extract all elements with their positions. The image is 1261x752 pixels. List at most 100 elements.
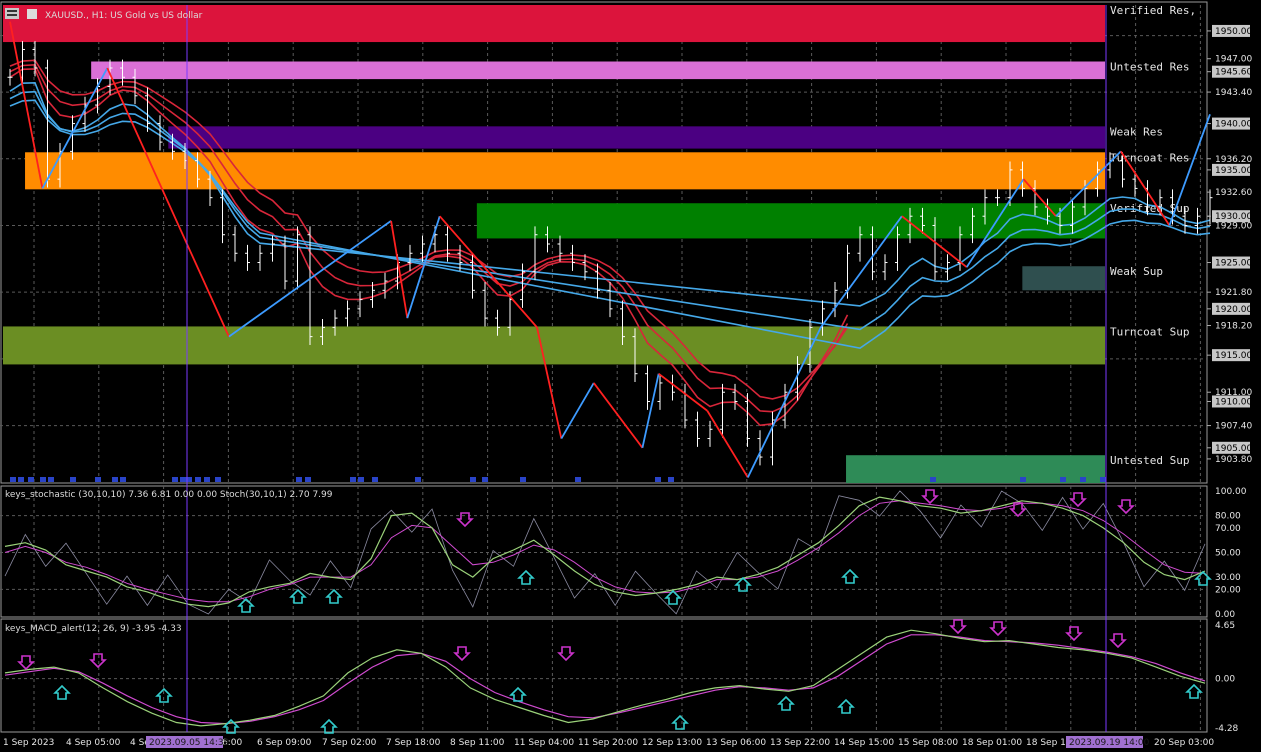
arrow-down-icon bbox=[89, 653, 107, 669]
signal-marker bbox=[415, 477, 421, 482]
zigzag-segment bbox=[641, 373, 660, 448]
signal-marker bbox=[195, 477, 201, 482]
panel-border bbox=[0, 618, 1208, 733]
stochastic-panel bbox=[4, 489, 1212, 615]
arrow-up-icon bbox=[509, 686, 527, 702]
axis-price-label: 1930.00 bbox=[1215, 212, 1252, 222]
time-axis-label: 18 Sep 17 bbox=[1026, 738, 1072, 748]
vertical-separators bbox=[186, 5, 1107, 732]
axis-macd-label: -4.28 bbox=[1215, 724, 1239, 734]
arrow-down-icon bbox=[456, 512, 474, 528]
axis-price-highlight bbox=[1212, 441, 1250, 454]
moving-average-line bbox=[9, 63, 849, 413]
zigzag-segment bbox=[1120, 150, 1171, 226]
signal-marker bbox=[28, 477, 34, 482]
signal-marker bbox=[358, 477, 364, 482]
arrow-down-icon bbox=[453, 646, 471, 662]
axis-price-highlight bbox=[1212, 65, 1250, 78]
signal-marker bbox=[18, 477, 24, 482]
axis-stoch-label: 20.00 bbox=[1215, 585, 1241, 595]
axis-macd-label: 0.00 bbox=[1215, 675, 1235, 685]
signal-marker bbox=[930, 477, 936, 482]
signal-marker bbox=[1060, 477, 1066, 482]
time-highlight-label: 2023.09.05 14:32 bbox=[149, 738, 229, 748]
signal-marker bbox=[575, 477, 581, 482]
axis-price-label: 1940.00 bbox=[1215, 120, 1252, 130]
axis-price-label: 1950.00 bbox=[1215, 27, 1252, 37]
chart-type-icon[interactable] bbox=[27, 9, 37, 19]
menu-icon-line bbox=[7, 10, 17, 12]
time-axis-label: 13 Sep 06:00 bbox=[706, 738, 766, 748]
stochastic-title: keys_stochastic (30,10,10) 7.36 6.81 0.0… bbox=[5, 490, 333, 500]
axis-price-highlight bbox=[1212, 210, 1250, 223]
axis-price-label: 1921.80 bbox=[1215, 288, 1252, 298]
signal-marker bbox=[48, 477, 54, 482]
zone-weak-res bbox=[168, 126, 1106, 149]
signal-marker bbox=[350, 477, 356, 482]
signal-marker bbox=[1020, 477, 1026, 482]
time-axis-label: 18 Sep 01:00 bbox=[962, 738, 1022, 748]
signal-marker bbox=[204, 477, 210, 482]
zigzag-segment bbox=[1055, 150, 1122, 217]
time-axis-label: 15 Sep 08:00 bbox=[898, 738, 958, 748]
axis-price-label: 1945.60 bbox=[1215, 68, 1252, 78]
macd-panel bbox=[4, 619, 1206, 734]
stoch-main-line bbox=[4, 496, 1206, 608]
zone-verified-sup bbox=[476, 203, 1105, 239]
chart-header: XAUUSD., H1: US Gold vs US dollar bbox=[5, 8, 203, 21]
time-highlight-label: 2023.09.19 14:00 bbox=[1069, 738, 1150, 748]
arrow-up-icon bbox=[664, 589, 682, 605]
zone-untested-res bbox=[91, 61, 1105, 80]
price-bars bbox=[7, 41, 1213, 466]
zigzag-segment bbox=[390, 220, 409, 319]
axis-price-label: 1907.40 bbox=[1215, 422, 1252, 432]
time-axis-label: 13 Sep 22:00 bbox=[770, 738, 830, 748]
price-axis: 1950.00 1947.00 1945.60 1943.40 1940.00 1936.… bbox=[1207, 24, 1252, 734]
axis-price-highlight bbox=[1212, 302, 1250, 315]
arrow-up-icon bbox=[837, 698, 855, 714]
arrow-up-icon bbox=[155, 687, 173, 703]
axis-price-label: 1936.20 bbox=[1215, 155, 1252, 165]
axis-price-highlight bbox=[1212, 24, 1250, 37]
axis-price-label: 1929.00 bbox=[1215, 221, 1252, 231]
signal-marker bbox=[120, 477, 126, 482]
signal-marker bbox=[372, 477, 378, 482]
menu-icon[interactable] bbox=[5, 8, 19, 19]
time-axis-label: 8 Sep 11:00 bbox=[450, 738, 505, 748]
arrow-down-icon bbox=[1109, 633, 1127, 649]
arrow-down-icon bbox=[949, 619, 967, 635]
zigzag-segment bbox=[901, 215, 968, 268]
sr-zones: Verified Res, Untested Res Weak Res Turncoa… bbox=[3, 4, 1196, 483]
zone-label: Untested Res bbox=[1110, 61, 1189, 74]
zigzag-segment bbox=[820, 215, 903, 328]
axis-price-highlight bbox=[1212, 256, 1250, 269]
arrow-up-icon bbox=[671, 714, 689, 730]
axis-stoch-label: 30.00 bbox=[1215, 573, 1241, 583]
signal-marker bbox=[655, 477, 661, 482]
time-highlight-box bbox=[1066, 736, 1143, 748]
arrow-up-icon bbox=[325, 588, 343, 604]
axis-price-label: 1925.00 bbox=[1215, 259, 1252, 269]
panel-border bbox=[0, 1, 1208, 484]
moving-average-line bbox=[9, 90, 1211, 331]
axis-macd-label: 4.65 bbox=[1215, 621, 1235, 631]
zigzag-segment bbox=[228, 220, 392, 338]
arrow-up-icon bbox=[222, 718, 240, 734]
axis-price-label: 1932.60 bbox=[1215, 188, 1252, 198]
signal-marker bbox=[1100, 477, 1106, 482]
zigzag-segment bbox=[747, 326, 822, 478]
axis-price-label: 1903.80 bbox=[1215, 455, 1252, 465]
zigzag-segment bbox=[1022, 178, 1057, 217]
axis-price-label: 1920.00 bbox=[1215, 305, 1252, 315]
arrow-down-icon bbox=[1009, 502, 1027, 518]
axis-price-highlight bbox=[1212, 349, 1250, 362]
axis-stoch-label: 100.00 bbox=[1215, 487, 1247, 497]
signal-marker bbox=[520, 477, 526, 482]
zigzag-segment bbox=[593, 382, 644, 449]
signal-marker bbox=[95, 477, 101, 482]
arrow-up-icon bbox=[289, 588, 307, 604]
zone-weak-sup bbox=[1022, 266, 1105, 291]
arrow-up-icon bbox=[1185, 683, 1203, 699]
